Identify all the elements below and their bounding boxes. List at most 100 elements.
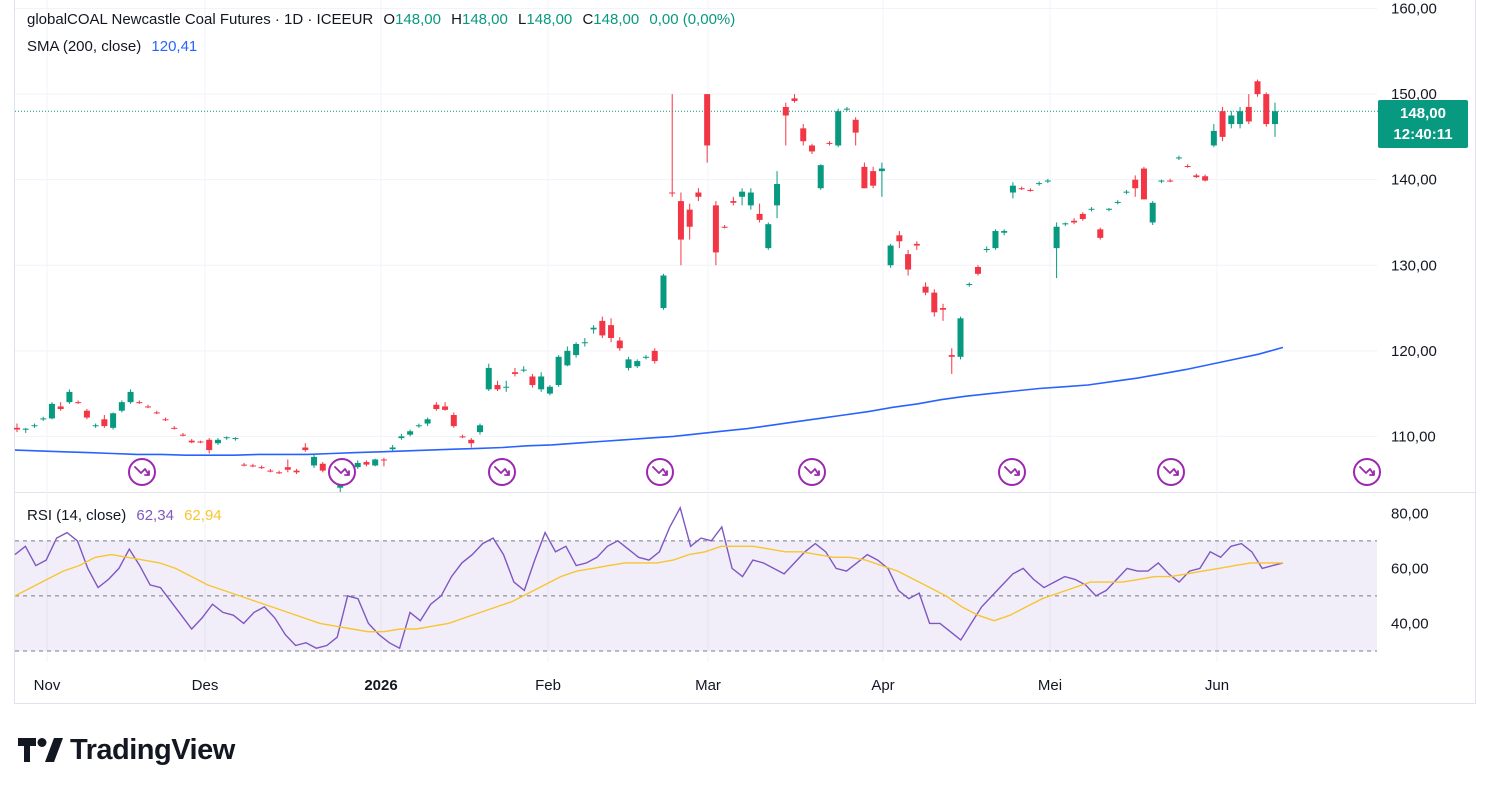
price-tick-label: 120,00 [1391, 343, 1437, 360]
candle-body [363, 462, 370, 465]
candle-body [800, 128, 807, 142]
event-marker-icon [134, 466, 150, 476]
candle-body [415, 425, 422, 427]
candle-body [48, 403, 55, 419]
candle-body [354, 462, 361, 468]
candle-body [197, 441, 204, 443]
candle-body [1140, 168, 1147, 200]
candle-body [1079, 213, 1086, 220]
candle-body [808, 145, 815, 152]
candle-body [1184, 165, 1191, 167]
candle-body [75, 402, 82, 404]
candle-body [1062, 223, 1069, 225]
candle-body [870, 171, 877, 186]
candle-body [1175, 157, 1182, 159]
rsi-tick-label: 60,00 [1391, 560, 1429, 577]
candle-body [887, 245, 894, 266]
candle-body [1272, 111, 1278, 125]
candle-body [1106, 208, 1113, 210]
candle-body [153, 412, 160, 414]
candle-body [1237, 111, 1244, 125]
last-price-value: 148,00 [1400, 105, 1446, 122]
candle-body [957, 318, 964, 357]
candle-body [293, 470, 300, 473]
candle-body [1245, 106, 1252, 122]
candle-body [31, 425, 38, 427]
candle-body [1071, 220, 1078, 223]
candle-body [966, 284, 973, 286]
candle-body [389, 447, 396, 450]
low-value: 148,00 [526, 11, 573, 28]
rsi-ma-legend-value: 62,94 [184, 507, 222, 524]
candle-body [232, 438, 239, 440]
candle-body [843, 108, 850, 110]
candle-body [57, 406, 64, 410]
candle-body [1219, 111, 1226, 137]
symbol-legend[interactable]: globalCOAL Newcastle Coal Futures · 1D ·… [27, 11, 741, 28]
candle-body [651, 350, 658, 362]
rsi-ma-line [14, 545, 1283, 633]
price-tick-label: 150,00 [1391, 86, 1437, 103]
event-marker-icon [1163, 466, 1179, 476]
candle-body [782, 106, 789, 116]
time-tick-label: Des [192, 677, 219, 694]
chart-frame [14, 0, 1476, 704]
candle-body [1088, 208, 1095, 210]
candle-body [319, 463, 326, 471]
event-marker-icon [1004, 466, 1020, 476]
candle-body [188, 440, 195, 443]
candle-body [774, 183, 781, 206]
event-marker-icon [804, 466, 820, 476]
time-tick-label: Nov [34, 677, 61, 694]
candle-body [83, 410, 90, 418]
candle-body [555, 356, 562, 386]
candle-body [756, 213, 763, 220]
candle-body [214, 439, 221, 444]
candle-body [520, 369, 527, 371]
event-marker [798, 458, 826, 486]
candle-body [669, 192, 676, 194]
event-marker [488, 458, 516, 486]
candle-body [398, 436, 405, 439]
time-tick-label: Apr [871, 677, 894, 694]
candle-body [704, 94, 711, 146]
candle-body [267, 470, 274, 472]
candle-body [311, 456, 318, 466]
candle-body [127, 391, 134, 403]
sma-legend[interactable]: SMA (200, close) 120,41 [27, 38, 203, 55]
candle-body [110, 413, 117, 428]
event-marker-icon [652, 466, 668, 476]
candle-body [992, 231, 999, 249]
candle-body [1167, 180, 1174, 182]
candle-body [1001, 231, 1008, 233]
candle-body [1228, 115, 1235, 125]
candle-body [1149, 202, 1156, 223]
candle-body [118, 402, 125, 411]
time-tick-label: Jun [1205, 677, 1229, 694]
candle-body [424, 419, 431, 424]
candle-body [922, 286, 929, 293]
candle-body [1114, 201, 1121, 203]
last-price-badge: 148,00 12:40:11 [1378, 100, 1468, 148]
candle-body [940, 308, 947, 310]
event-marker [1353, 458, 1381, 486]
rsi-legend[interactable]: RSI (14, close) 62,34 62,94 [27, 507, 228, 524]
chart-canvas[interactable]: 160,00 150,00 140,00 130,00 120,00 110,00 Nov D… [0, 0, 1491, 710]
candle-body [590, 327, 597, 330]
candle-body [538, 376, 545, 390]
candle-body [459, 436, 466, 438]
candle-body [66, 391, 73, 403]
candle-body [974, 266, 981, 274]
candle-body [546, 386, 553, 394]
candle-body [643, 356, 649, 358]
candle-body [1132, 179, 1139, 189]
price-tick-label: 160,00 [1391, 1, 1437, 18]
candle-body [677, 201, 684, 240]
event-marker [128, 458, 156, 486]
candle-body [1202, 176, 1209, 181]
candle-body [442, 406, 449, 410]
tradingview-logo[interactable]: TradingView [18, 733, 235, 767]
price-tick-label: 110,00 [1391, 428, 1436, 445]
price-tick-label: 130,00 [1391, 257, 1437, 274]
symbol-title: globalCOAL Newcastle Coal Futures · 1D ·… [27, 11, 374, 28]
